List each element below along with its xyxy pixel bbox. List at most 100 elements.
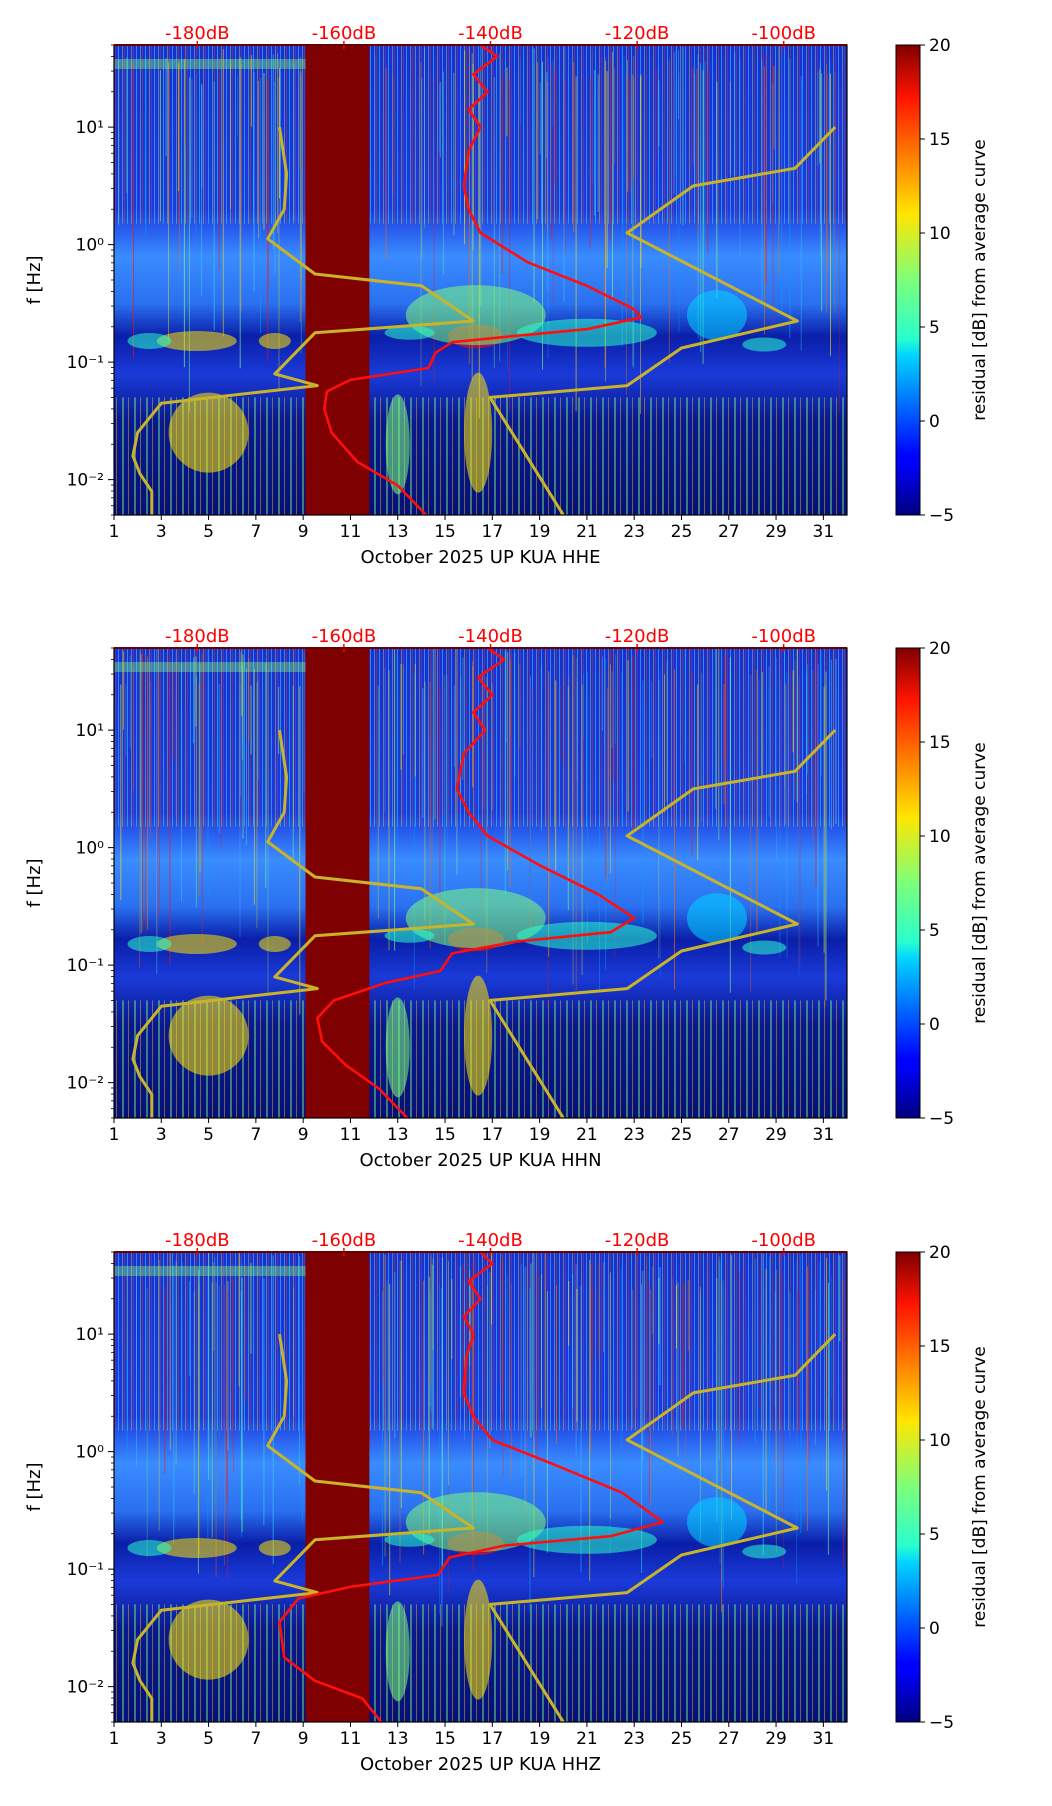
- colorbar: [895, 647, 921, 1119]
- noise-streak: [467, 1252, 469, 1386]
- noise-streak: [122, 651, 124, 730]
- colorbar-tick-label: 0: [929, 1619, 940, 1639]
- noise-streak: [267, 79, 269, 361]
- noise-streak: [456, 649, 458, 875]
- noise-streak: [506, 73, 508, 370]
- noise-streak: [289, 48, 291, 132]
- noise-streak: [469, 1269, 471, 1367]
- noise-streak: [819, 68, 821, 164]
- noise-streak: [835, 658, 837, 824]
- noise-streak: [695, 68, 697, 182]
- noise-streak: [274, 82, 276, 274]
- noise-streak: [606, 71, 608, 268]
- noise-streak: [573, 62, 575, 233]
- x-tick-label: 3: [156, 522, 167, 542]
- noise-model-curve-left: [131, 126, 475, 515]
- noise-streak: [232, 1278, 234, 1473]
- noise-streak: [267, 82, 269, 291]
- noise-streak: [185, 49, 186, 147]
- noise-streak: [533, 1253, 535, 1578]
- noise-streak: [446, 674, 448, 912]
- noise-streak: [462, 657, 464, 781]
- noise-streak: [678, 73, 680, 332]
- x-tick-label: 31: [813, 1125, 835, 1145]
- noise-model-curve-right: [488, 1333, 837, 1723]
- noise-streak: [685, 1281, 687, 1472]
- noise-streak: [222, 49, 224, 337]
- noise-streak: [545, 72, 547, 159]
- noise-streak: [756, 669, 758, 934]
- x-tick-label: 15: [434, 1729, 456, 1749]
- noise-streak: [486, 1285, 488, 1551]
- noise-streak: [642, 1271, 644, 1462]
- colorbar: [895, 44, 921, 516]
- noise-streak: [779, 681, 781, 957]
- noise-streak: [257, 678, 259, 781]
- noise-streak: [796, 649, 798, 803]
- x-tick-label: 5: [203, 1125, 214, 1145]
- noise-streak: [195, 656, 197, 727]
- noise-streak: [195, 675, 197, 908]
- noise-streak: [140, 654, 142, 934]
- noise-streak: [181, 1262, 183, 1447]
- noise-streak: [258, 80, 259, 239]
- noise-streak: [156, 648, 158, 955]
- noise-streak: [386, 1280, 388, 1476]
- noise-streak: [431, 1264, 433, 1429]
- microseism-blob: [127, 1539, 172, 1556]
- top-band: [114, 661, 314, 672]
- top-band: [114, 1265, 314, 1276]
- noise-streak: [394, 649, 396, 951]
- noise-streak: [725, 655, 727, 837]
- noise-streak: [825, 64, 827, 313]
- noise-streak: [175, 650, 177, 815]
- noise-streak: [575, 658, 577, 991]
- noise-streak: [707, 70, 709, 253]
- noise-streak: [215, 1282, 217, 1578]
- noise-streak: [179, 62, 180, 270]
- noise-streak: [480, 669, 482, 921]
- noise-streak: [621, 671, 623, 824]
- microseism-blob: [742, 1544, 787, 1559]
- db-tick-label: -160dB: [312, 626, 377, 647]
- noise-streak: [238, 1253, 240, 1387]
- colorbar-tick-label: −5: [929, 506, 954, 526]
- noise-streak: [576, 682, 578, 782]
- noise-streak: [827, 1282, 829, 1555]
- noise-streak: [242, 654, 244, 839]
- noise-streak: [369, 1265, 371, 1450]
- noise-streak: [400, 663, 402, 770]
- noise-streak: [650, 1289, 652, 1506]
- noise-model-curve-left: [131, 1333, 475, 1722]
- noise-streak: [556, 1285, 557, 1444]
- noise-streak: [646, 1256, 648, 1413]
- colorbar: [895, 1251, 921, 1723]
- top-band: [114, 58, 314, 69]
- noise-streak: [250, 685, 252, 755]
- noise-streak: [272, 1255, 274, 1565]
- noise-streak: [486, 677, 488, 973]
- noise-streak: [413, 673, 415, 990]
- noise-streak: [802, 669, 804, 757]
- average-psd-curve: [323, 43, 643, 516]
- db-tick-label: -140dB: [458, 1230, 523, 1251]
- db-tick-label: -140dB: [458, 23, 523, 44]
- noise-streak: [388, 670, 390, 951]
- noise-streak: [471, 1276, 473, 1538]
- noise-streak: [609, 57, 611, 242]
- noise-streak: [267, 670, 269, 996]
- x-tick-label: 23: [623, 522, 645, 542]
- noise-streak: [218, 57, 220, 270]
- x-tick-label: 21: [576, 1125, 598, 1145]
- noise-streak: [703, 47, 705, 161]
- noise-streak: [632, 1289, 634, 1429]
- noise-streak: [253, 71, 255, 292]
- noise-streak: [575, 1264, 577, 1455]
- noise-streak: [783, 1273, 784, 1569]
- noise-streak: [382, 1287, 384, 1382]
- noise-streak: [814, 1290, 816, 1446]
- x-axis-label: October 2025 UP KUA HHZ: [360, 1754, 601, 1775]
- y-tick-label: 10⁰: [76, 236, 105, 256]
